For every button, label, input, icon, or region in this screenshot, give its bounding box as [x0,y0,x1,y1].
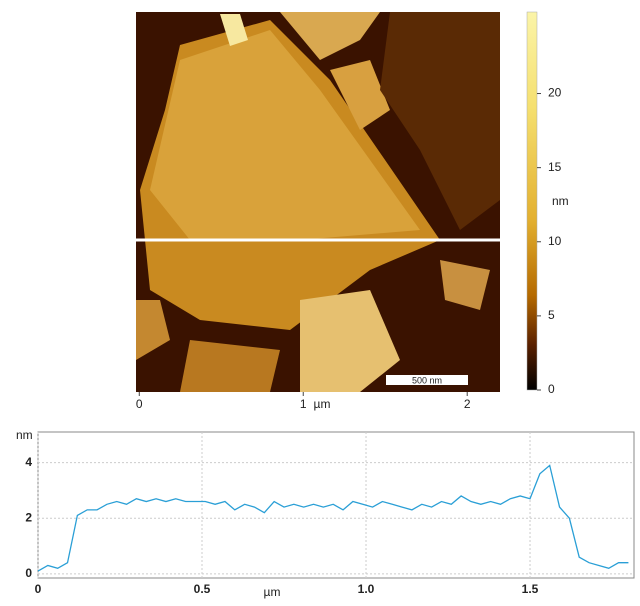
figure: 500 nm µm nm nm µm 0120510152002400.51.0… [0,0,640,601]
x-tick-label: 1.5 [522,582,539,596]
colorbar [527,12,537,390]
x-tick-label: 2 [464,397,471,411]
x-tick-label: 0 [35,582,42,596]
y-tick-label: 2 [25,510,32,524]
colorbar-tick-label: 0 [548,382,555,396]
afm-image: 500 nm µm [136,12,500,411]
colorbar-tick-label: 15 [548,160,562,174]
x-tick-label: 1.0 [358,582,375,596]
colorbar-tick-label: 5 [548,308,555,322]
x-tick-label: 0.5 [194,582,211,596]
colorbar-tick-label: 10 [548,234,562,248]
x-tick-label: 0 [136,397,143,411]
x-axis-label: µm [264,585,281,599]
x-tick-label: 1 [300,397,307,411]
scale-bar-label: 500 nm [412,375,442,385]
y-axis-label: nm [16,428,33,442]
y-tick-label: 0 [25,566,32,580]
plot-frame [38,432,634,578]
colorbar-label: nm [552,194,569,208]
profile-chart: nm µm [16,428,634,599]
colorbar-tick-label: 20 [548,86,562,100]
x-axis-label: µm [314,397,331,411]
y-tick-label: 4 [25,455,32,469]
